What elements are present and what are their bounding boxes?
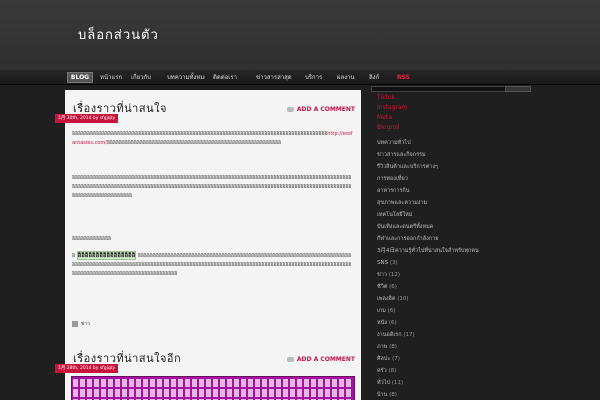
sidebar-category[interactable]: รีวิวสินค้าและบริการต่างๆ [377, 161, 532, 173]
sidebar-category[interactable]: ชีวิต (6) [377, 281, 532, 293]
sidebar-category[interactable]: ทั่วไป (11) [377, 377, 532, 389]
tag-link[interactable]: ข่าว [81, 321, 91, 327]
category-label: ข่าวสารและกิจกรรม [377, 152, 426, 158]
post-paragraph: อิอิอิอิอิอิอิอิอิอิอิอิอิอิอิอิอิอิอิอิ… [72, 131, 353, 146]
sidebar-category[interactable]: หนัง (6) [377, 317, 532, 329]
category-label: ครัว [377, 368, 387, 374]
category-label: หนัง [377, 320, 388, 326]
nav-item-contact[interactable]: ติดต่อเรา [213, 74, 237, 81]
category-label: ศิลปะ [377, 356, 391, 362]
comment-bubble-icon [286, 357, 294, 362]
post-paragraph: อิ อิอิอิอิอิอิอิอิอิอิอิอิอิอิอิอิ อิอิ… [72, 251, 352, 277]
highlight-link[interactable]: อิอิอิอิอิอิอิอิอิอิอิอิอิอิอิอิ [76, 251, 137, 260]
sidebar-category[interactable]: บันเทิงและดนตรีทั้งหมด [377, 221, 532, 233]
sidebar-categories: บทความทั่วไป ข่าวสารและกิจกรรม รีวิวสินค… [377, 137, 532, 400]
post-date: 1月 28th, 2014 by sfgjqty [55, 364, 119, 373]
category-count: (7) [392, 356, 400, 362]
sidebar-category[interactable]: บทความทั่วไป [377, 137, 532, 149]
sidebar-category[interactable]: ข่าวสารและกิจกรรม [377, 149, 532, 161]
post-tags: ข่าว [72, 320, 90, 328]
nav-item-rss[interactable]: RSS [397, 74, 410, 81]
highlighted-text-block [71, 376, 355, 400]
category-label: บันเทิงและดนตรีทั้งหมด [377, 224, 434, 230]
post-date: 1月 30th, 2014 by sfgjqty [55, 114, 119, 123]
category-label: บทความทั่วไป [377, 140, 411, 146]
category-label: สุขภาพและความงาม [377, 200, 428, 206]
search-button[interactable] [505, 86, 531, 92]
sidebar-category[interactable]: เทคโนโลยีใหม่ [377, 209, 532, 221]
nav-item-about[interactable]: เกี่ยวกับ [131, 74, 152, 81]
sidebar-category[interactable]: อาหารการกิน [377, 185, 532, 197]
category-label: บ้าน [377, 392, 388, 398]
sidebar-category[interactable]: ศิลปะ (7) [377, 353, 532, 365]
category-label: ภาพ [377, 344, 388, 350]
comment-bubble-icon [286, 107, 294, 112]
site-header: บล็อกส่วนตัว [0, 0, 600, 70]
nav-item-home[interactable]: หน้าแรก [100, 74, 123, 81]
category-label: กีฬาและการออกกำลังกาย [377, 236, 439, 242]
post-link[interactable]: http://erofantasies.com/ [72, 131, 353, 146]
category-count: (11) [391, 380, 404, 386]
sidebar-category[interactable]: งานอดิเรก (17) [377, 329, 532, 341]
sidebar-category[interactable]: สุขภาพและความงาม [377, 197, 532, 209]
sidebar-category[interactable]: ภาพ (8) [377, 341, 532, 353]
category-count: (3) [389, 260, 398, 266]
category-label: ทั่วไป [377, 380, 390, 386]
sidebar-category[interactable]: บ้าน (8) [377, 389, 532, 400]
sidebar-link[interactable]: Tiktok [377, 94, 396, 101]
category-label: รีวิวสินค้าและบริการต่างๆ [377, 164, 439, 170]
sidebar-category[interactable]: 3月4日ความรู้ทั่วไปที่น่าสนใจสำหรับทุกคน [377, 245, 532, 257]
category-label: เพลงฮิต [377, 296, 396, 302]
sidebar-category[interactable]: เกม (6) [377, 305, 532, 317]
category-count: (12) [388, 272, 400, 278]
category-count: (6) [387, 308, 396, 314]
post-subheading: อิอิอิอิอิอิอิอิอิอิอิอิอิ [72, 236, 112, 242]
nav-item-services[interactable]: บริการ [305, 74, 323, 81]
sidebar-link[interactable]: Instagram [377, 104, 408, 111]
add-comment-link[interactable]: ADD A COMMENT [286, 356, 355, 363]
category-count: (8) [389, 344, 397, 350]
tag-icon [72, 320, 78, 327]
category-count: (6) [388, 320, 397, 326]
sidebar-category[interactable]: กีฬาและการออกกำลังกาย [377, 233, 532, 245]
nav-item-works[interactable]: ผลงาน [337, 74, 355, 81]
category-count: (17) [403, 332, 415, 338]
category-count: (6) [389, 284, 397, 290]
add-comment-link[interactable]: ADD A COMMENT [286, 106, 355, 113]
nav-item-blog[interactable]: BLOG [67, 72, 93, 83]
main-nav: BLOG หน้าแรก เกี่ยวกับ บทความทั้งหมด ติด… [0, 70, 600, 85]
main-content: เรื่องราวที่น่าสนใจ ADD A COMMENT 1月 30t… [55, 90, 361, 400]
nav-item-news[interactable]: ข่าวสารล่าสุด [256, 74, 292, 81]
category-label: เทคโนโลยีใหม่ [377, 212, 413, 218]
site-title[interactable]: บล็อกส่วนตัว [78, 28, 159, 43]
category-count: (8) [388, 368, 397, 374]
category-label: 3月4日ความรู้ทั่วไปที่น่าสนใจสำหรับทุกคน [377, 248, 479, 254]
category-label: อาหารการกิน [377, 188, 410, 194]
nav-item-links[interactable]: ลิงก์ [369, 74, 380, 81]
sidebar-category[interactable]: เพลงฮิต (10) [377, 293, 532, 305]
sidebar-link[interactable]: Meta [377, 114, 392, 121]
category-label: เกม [377, 308, 386, 314]
sidebar-links: Tiktok Instagram Meta Blogroll [377, 93, 408, 133]
post-title[interactable]: เรื่องราวที่น่าสนใจ [73, 102, 167, 115]
post-paragraph: อิอิอิอิอิอิอิอิอิอิอิอิอิอิอิอิอิอิอิอิ… [72, 175, 352, 199]
sidebar-link[interactable]: Blogroll [377, 124, 400, 131]
nav-item-articles[interactable]: บทความทั้งหมด [167, 74, 205, 81]
sidebar-category[interactable]: SNS (3) [377, 257, 532, 269]
sidebar-category[interactable]: ข่าว (12) [377, 269, 532, 281]
category-count: (8) [389, 392, 397, 398]
category-count: (10) [397, 296, 409, 302]
sidebar-category[interactable]: การท่องเที่ยว [377, 173, 532, 185]
category-label: SNS [377, 260, 389, 266]
category-label: การท่องเที่ยว [377, 176, 408, 182]
category-label: ข่าว [377, 272, 387, 278]
sidebar-category[interactable]: ครัว (8) [377, 365, 532, 377]
category-label: งานอดิเรก [377, 332, 402, 338]
category-label: ชีวิต [377, 284, 388, 290]
post-title[interactable]: เรื่องราวที่น่าสนใจอีก [73, 352, 182, 365]
